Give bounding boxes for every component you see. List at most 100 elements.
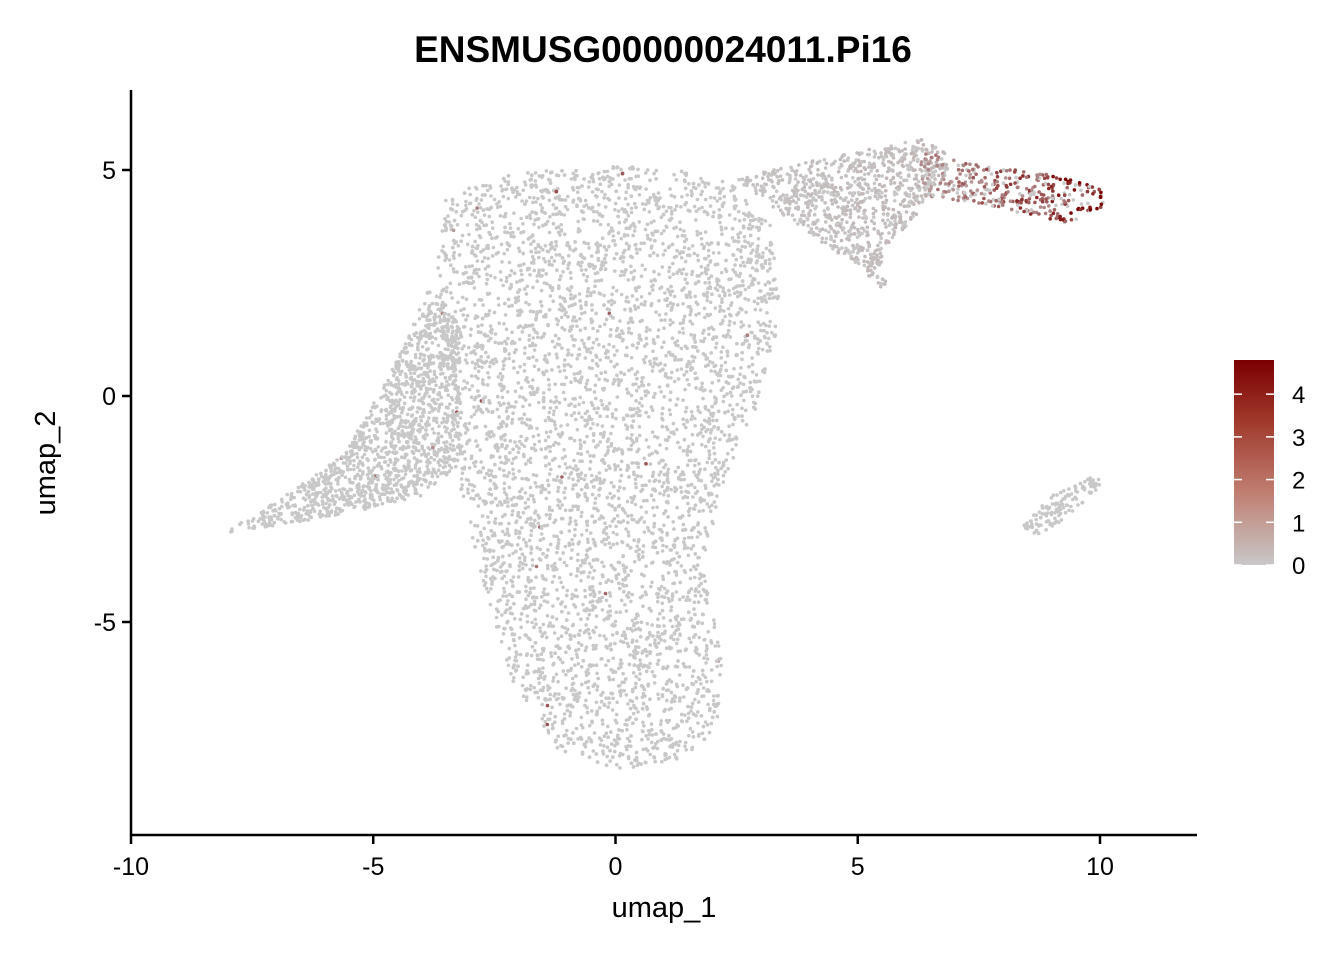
cell-point [496,394,500,399]
cell-point [631,419,636,424]
cell-point [472,405,476,409]
cell-point [590,473,594,478]
cell-point [580,338,584,343]
cell-point [685,453,690,457]
cell-point [602,564,606,569]
cell-point [634,674,638,679]
cell-point [546,219,550,224]
cell-point [560,308,564,313]
cell-point [587,185,591,189]
cell-point [631,497,636,501]
cell-point [442,223,447,227]
cell-point [581,602,585,607]
cell-point [629,447,633,452]
cell-point [652,269,656,274]
cell-point [524,462,528,466]
cell-point [629,355,634,360]
cell-point [551,221,556,226]
cell-point [473,352,478,356]
cell-point [568,710,573,715]
cell-point [511,679,516,683]
cell-point [544,430,549,435]
cell-point [483,549,487,553]
cell-point [526,593,531,598]
cell-point [521,222,525,226]
cell-point [562,368,567,373]
cell-point [485,383,490,387]
cell-point [645,707,650,711]
cell-point [583,491,587,496]
cell-point [620,450,625,454]
cell-point [619,236,624,241]
cell-point [550,580,555,584]
cell-point [468,192,473,197]
cell-point [743,213,748,217]
cell-point [527,538,532,543]
cell-point [466,275,471,280]
cell-point [737,274,742,279]
cell-point [543,354,547,358]
cell-point [566,362,570,367]
cell-point [570,537,574,542]
cell-point [501,367,505,371]
cell-point [645,326,649,330]
cell-point [501,544,506,549]
cell-point [599,515,604,519]
cell-point [640,404,644,408]
cell-point [702,328,706,333]
cell-point [658,443,662,447]
cell-point [587,691,592,695]
cell-point [553,206,558,211]
cell-point [550,508,554,513]
cell-point [522,262,526,266]
cell-point [657,299,661,303]
cell-point [632,269,637,273]
cell-point [640,555,645,559]
cell-point [569,276,573,281]
cell-point [648,752,652,757]
cell-point [723,314,727,319]
cell-point [605,754,609,759]
cell-point [555,475,560,479]
cell-point [731,407,735,412]
cell-point [662,481,666,485]
cell-point [728,403,732,408]
cell-point [593,383,598,388]
cell-point [487,309,492,313]
cell-point [536,335,540,340]
cell-point [718,656,723,661]
cell-point [637,537,641,542]
cell-point [564,733,568,737]
cell-point [476,324,480,329]
cell-point [552,409,556,413]
cell-point [626,278,631,282]
cell-point [730,236,735,240]
cell-point [544,222,548,227]
cell-point [623,178,627,182]
cell-point [609,182,614,187]
cell-point [643,299,647,304]
cell-point [684,369,689,374]
cell-point [596,508,600,513]
cell-point [669,376,673,380]
cell-point [711,251,716,255]
cell-point [679,564,684,568]
cell-point [557,464,562,469]
cell-point [694,209,699,213]
cell-point [469,496,473,501]
cell-point [577,493,581,498]
cell-point [626,233,630,238]
cell-point [462,307,466,311]
cell-point [509,282,513,287]
cell-point [594,474,599,479]
cell-point [576,612,580,616]
cell-point [746,240,751,245]
cell-point [603,205,608,209]
cell-point [772,256,776,261]
cell-point [602,461,607,466]
cell-point [479,355,484,359]
cell-point [594,396,598,401]
cell-point [504,327,509,332]
cell-point [452,270,456,274]
cell-point [703,185,707,189]
